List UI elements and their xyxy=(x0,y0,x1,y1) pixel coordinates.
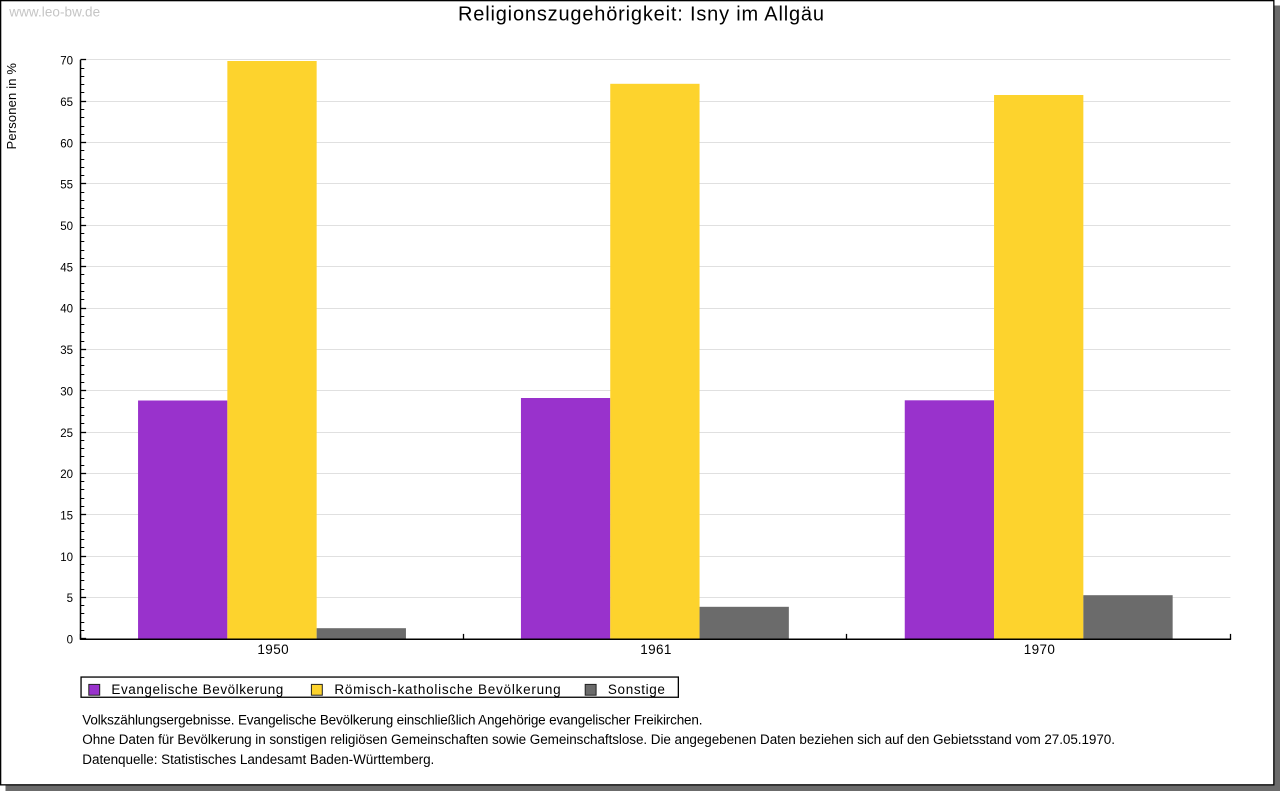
svg-text:30: 30 xyxy=(60,386,73,398)
svg-text:70: 70 xyxy=(60,56,73,68)
svg-text:Evangelische Bevölkerung: Evangelische Bevölkerung xyxy=(111,682,283,697)
svg-text:Datenquelle: Statistisches Lan: Datenquelle: Statistisches Landesamt Bad… xyxy=(82,752,434,767)
svg-text:1950: 1950 xyxy=(257,642,288,657)
svg-text:50: 50 xyxy=(60,221,73,233)
svg-text:Volkszählungsergebnisse. Evang: Volkszählungsergebnisse. Evangelische Be… xyxy=(82,713,702,728)
svg-text:40: 40 xyxy=(60,304,73,316)
svg-text:Römisch-katholische Bevölkerun: Römisch-katholische Bevölkerung xyxy=(334,682,560,697)
svg-text:www.leo-bw.de: www.leo-bw.de xyxy=(8,4,100,19)
svg-text:1970: 1970 xyxy=(1024,642,1055,657)
svg-text:20: 20 xyxy=(60,469,73,481)
svg-text:45: 45 xyxy=(60,262,73,274)
svg-text:0: 0 xyxy=(67,635,73,647)
svg-text:25: 25 xyxy=(60,428,73,440)
svg-text:Religionszugehörigkeit: Isny i: Religionszugehörigkeit: Isny im Allgäu xyxy=(458,4,824,26)
svg-text:35: 35 xyxy=(60,345,73,357)
svg-text:Personen in %: Personen in % xyxy=(4,63,19,150)
svg-text:65: 65 xyxy=(60,97,73,109)
svg-text:60: 60 xyxy=(60,138,73,150)
svg-text:10: 10 xyxy=(60,552,73,564)
svg-text:5: 5 xyxy=(67,593,73,605)
svg-text:55: 55 xyxy=(60,180,73,192)
svg-text:Sonstige: Sonstige xyxy=(608,682,665,697)
svg-text:Ohne Daten für Bevölkerung in: Ohne Daten für Bevölkerung in sonstigen … xyxy=(82,732,1115,747)
svg-text:15: 15 xyxy=(60,510,73,522)
svg-text:1961: 1961 xyxy=(640,642,671,657)
